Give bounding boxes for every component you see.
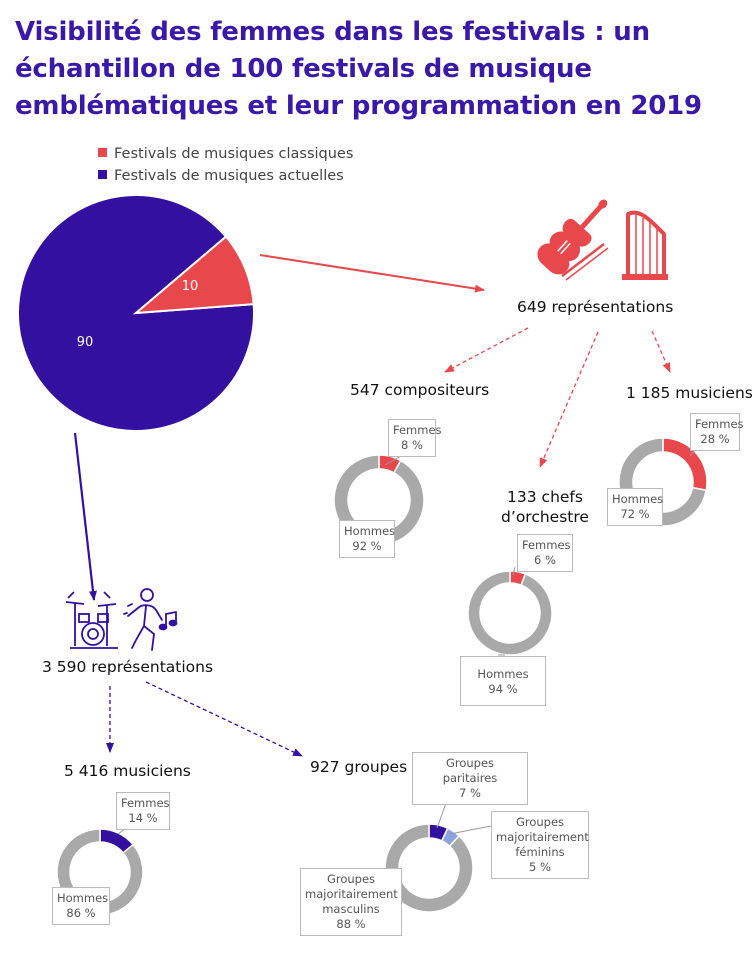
dashed-arrow-groupes <box>145 681 303 757</box>
callout-value: 7 % <box>459 786 481 800</box>
callout-name: Femmes <box>121 796 170 810</box>
donut-chefs <box>467 570 553 656</box>
callout-value: 72 % <box>620 507 650 521</box>
leader-line <box>449 825 492 835</box>
callout-musiciens-classique-femmes: Femmes 28 % <box>690 413 744 451</box>
page-title: Visibilité des femmes dans les festivals… <box>15 17 702 121</box>
dashed-arrow-chefs <box>539 331 599 468</box>
callout-name: Hommes <box>477 667 529 681</box>
legend-swatch <box>98 148 107 157</box>
callout-value: 6 % <box>534 553 556 567</box>
musiciens-classique-title: 1 185 musiciens <box>626 384 752 402</box>
callout-chefs-hommes: Hommes 94 % <box>460 656 546 706</box>
arrow-to-actuelle <box>73 432 97 601</box>
callout-compositeurs-hommes: Hommes 92 % <box>339 520 395 558</box>
callout-value: 88 % <box>336 917 366 931</box>
callout-name: Groupes majoritairement masculins <box>305 872 398 916</box>
pie-label-actuelle: 90 <box>77 335 94 350</box>
callout-name: Hommes <box>344 524 396 538</box>
harp-icon <box>622 210 668 280</box>
callout-value: 28 % <box>700 432 730 446</box>
legend-label: Festivals de musiques actuelles <box>114 168 344 184</box>
callout-groupes-masculins: Groupes majoritairement masculins 88 % <box>300 868 402 936</box>
legend-item-classique: Festivals de musiques classiques <box>98 146 353 162</box>
callout-value: 14 % <box>128 811 158 825</box>
callout-groupes-feminins: Groupes majoritairement féminins 5 % <box>491 811 589 879</box>
callout-musiciens-classique-hommes: Hommes 72 % <box>607 488 663 526</box>
groupes-title: 927 groupes <box>310 758 408 776</box>
violin-icon <box>537 199 609 281</box>
callout-chefs-femmes: Femmes 6 % <box>517 534 573 572</box>
callout-name: Groupes majoritairement féminins <box>496 815 589 859</box>
legend-item-actuelle: Festivals de musiques actuelles <box>98 168 344 184</box>
donut-chefs-segment-2 <box>467 570 553 656</box>
legend-swatch <box>98 170 107 179</box>
compositeurs-title: 547 compositeurs <box>350 381 490 399</box>
main-pie-chart: 10 90 <box>17 194 255 432</box>
callout-value: 8 % <box>401 438 423 452</box>
pie-slice-classique <box>133 235 255 315</box>
donut-groupes-segment-3 <box>384 823 474 913</box>
callout-name: Hommes <box>57 891 109 905</box>
classique-total-label: 649 représentations <box>517 298 674 316</box>
dashed-arrow-musiciens-classique <box>651 330 671 373</box>
musiciens-actuelle-title: 5 416 musiciens <box>64 762 191 780</box>
callout-name: Hommes <box>612 492 664 506</box>
legend-label: Festivals de musiques classiques <box>114 146 354 162</box>
callout-value: 86 % <box>66 906 96 920</box>
pie-label-classique: 10 <box>182 279 199 294</box>
callout-name: Femmes <box>695 417 744 431</box>
callout-compositeurs-femmes: Femmes 8 % <box>388 419 442 457</box>
callout-name: Groupes paritaires <box>442 756 498 785</box>
chefs-title: 133 chefs d’orchestre <box>501 488 589 526</box>
drum-kit-icon <box>65 591 118 649</box>
callout-value: 5 % <box>529 860 551 874</box>
dashed-arrow-compositeurs <box>444 327 529 373</box>
callout-name: Femmes <box>522 538 571 552</box>
callout-value: 92 % <box>352 539 382 553</box>
arrow-to-classique <box>259 254 485 293</box>
dancer-icon <box>123 588 178 651</box>
callout-groupes-paritaires: Groupes paritaires 7 % <box>412 752 528 805</box>
callout-musiciens-actuelle-femmes: Femmes 14 % <box>116 792 170 830</box>
leader-line <box>512 566 516 576</box>
callout-musiciens-actuelle-hommes: Hommes 86 % <box>52 887 110 925</box>
actuelle-total-label: 3 590 représentations <box>42 658 214 676</box>
callout-value: 94 % <box>488 682 518 696</box>
callout-name: Femmes <box>393 423 442 437</box>
